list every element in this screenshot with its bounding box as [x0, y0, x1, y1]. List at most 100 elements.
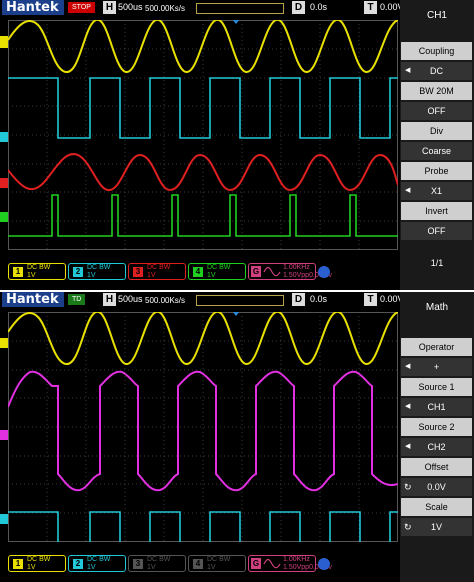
ch3-scale: 1V [147, 272, 156, 279]
acquisition-state[interactable]: STOP [68, 2, 95, 13]
generator-frequency: 1.00KHz [283, 264, 310, 271]
ch1-number: 1 [13, 559, 23, 569]
probe-value: X1 [430, 186, 442, 196]
trigger-position-marker[interactable] [232, 20, 240, 24]
ch1-status-chip[interactable]: 1 DC BW 1V [8, 555, 66, 572]
scale-value: 1V [430, 522, 442, 532]
menu-label-source2: Source 2 [401, 418, 472, 436]
menu-option-probe[interactable]: ◀ X1 [401, 182, 472, 200]
menu-label-operator: Operator [401, 338, 472, 356]
graticule-border [8, 312, 398, 542]
ch3-bw: BW [159, 556, 171, 563]
generator-frequency: 1.00KHz [283, 556, 310, 563]
trigger-level[interactable]: 0.00V [380, 2, 404, 12]
source2-value: CH2 [427, 442, 446, 452]
math-ground-marker[interactable] [0, 430, 8, 440]
ch1-bw: BW [39, 264, 51, 271]
ch1-scale: 1V [27, 564, 36, 571]
menu-label-scale: Scale [401, 498, 472, 516]
waveform-display[interactable] [8, 312, 398, 542]
ch4-scale: 1V [207, 564, 216, 571]
acquisition-state[interactable]: TD [68, 294, 86, 305]
menu-label-probe: Probe [401, 162, 472, 180]
ch2-scale: 1V [87, 564, 96, 571]
ch4-ground-marker[interactable] [0, 212, 8, 222]
sine-wave-icon [263, 266, 281, 277]
trigger-level[interactable]: 0.00V [380, 294, 404, 304]
ch1-ground-marker[interactable] [0, 338, 8, 348]
knob-icon: ↻ [404, 522, 412, 532]
menu-label-source1: Source 1 [401, 378, 472, 396]
ch4-status-chip[interactable]: 4 DC BW 1V [188, 263, 246, 280]
menu-option-source1[interactable]: ◀ CH1 [401, 398, 472, 416]
ch4-status-chip[interactable]: 4 DC BW 1V [188, 555, 246, 572]
ch3-status-chip[interactable]: 3 DC BW 1V [128, 263, 186, 280]
delay-value[interactable]: 0.0s [310, 294, 328, 304]
trigger-label: T [364, 293, 377, 306]
ch3-status-chip[interactable]: 3 DC BW 1V [128, 555, 186, 572]
memory-position-bar[interactable] [196, 295, 284, 306]
trigger-position-marker[interactable] [232, 312, 240, 316]
ch3-waveform [8, 153, 398, 192]
generator-letter: G [251, 266, 261, 277]
ch1-coupling: DC [27, 556, 38, 563]
menu-option-scale[interactable]: ↻ 1V [401, 518, 472, 536]
ch2-ground-marker[interactable] [0, 132, 8, 142]
left-arrow-icon: ◀ [405, 363, 411, 370]
ch2-status-chip[interactable]: 2 DC BW 1V [68, 555, 126, 572]
side-menu-ch1: CH1 Coupling ◀ DC BW 20M OFF Div Coarse P… [400, 0, 474, 290]
menu-title: Math [425, 302, 449, 313]
timebase-value[interactable]: 500us [118, 294, 143, 304]
ch1-waveform [8, 20, 398, 73]
menu-label-coupling: Coupling [401, 42, 472, 60]
memory-position-bar[interactable] [196, 3, 284, 14]
menu-option-operator[interactable]: ◀ + [401, 358, 472, 376]
menu-option-coupling[interactable]: ◀ DC [401, 62, 472, 80]
timebase-label: H [103, 293, 116, 306]
math-waveform [8, 370, 398, 492]
bluetooth-icon [318, 266, 330, 278]
generator-letter: G [251, 558, 261, 569]
left-arrow-icon: ◀ [405, 67, 411, 74]
ch3-coupling: DC [147, 556, 158, 563]
menu-option-source2[interactable]: ◀ CH2 [401, 438, 472, 456]
ch2-number: 2 [73, 267, 83, 277]
operator-value: + [433, 362, 440, 372]
ch3-ground-marker[interactable] [0, 178, 8, 188]
ch2-waveform [8, 511, 398, 542]
menu-label-invert: Invert [401, 202, 472, 220]
ch2-number: 2 [73, 559, 83, 569]
bluetooth-icon [318, 558, 330, 570]
ch1-status-chip[interactable]: 1 DC BW 1V [8, 263, 66, 280]
ch4-number: 4 [193, 267, 203, 277]
ch2-bw: BW [99, 264, 111, 271]
ch3-coupling: DC [147, 264, 158, 271]
ch3-number: 3 [133, 267, 143, 277]
ch1-ground-marker[interactable] [0, 36, 8, 48]
menu-option-div[interactable]: Coarse [401, 142, 472, 160]
ch2-ground-marker[interactable] [0, 514, 8, 524]
delay-value[interactable]: 0.0s [310, 2, 328, 12]
ch4-coupling: DC [207, 556, 218, 563]
ch4-coupling: DC [207, 264, 218, 271]
ch2-coupling: DC [87, 556, 98, 563]
sine-wave-icon [263, 558, 281, 569]
ch1-scale: 1V [27, 272, 36, 279]
timebase-label: H [103, 1, 116, 14]
ch2-status-chip[interactable]: 2 DC BW 1V [68, 263, 126, 280]
scope-screen-math: Hantek TD H 500us 500.00Ks/s D 0.0s T 0.… [0, 292, 474, 582]
delay-label: D [292, 1, 305, 14]
menu-label-offset: Offset [401, 458, 472, 476]
ch4-number: 4 [193, 559, 203, 569]
menu-option-offset[interactable]: ↻ 0.0V [401, 478, 472, 496]
knob-icon: ↻ [404, 482, 412, 492]
menu-option-invert[interactable]: OFF [401, 222, 472, 240]
menu-option-bw20m[interactable]: OFF [401, 102, 472, 120]
graticule-border [8, 20, 398, 250]
ch1-bw: BW [39, 556, 51, 563]
ch2-coupling: DC [87, 264, 98, 271]
timebase-value[interactable]: 500us [118, 2, 143, 12]
waveform-display[interactable] [8, 20, 398, 250]
